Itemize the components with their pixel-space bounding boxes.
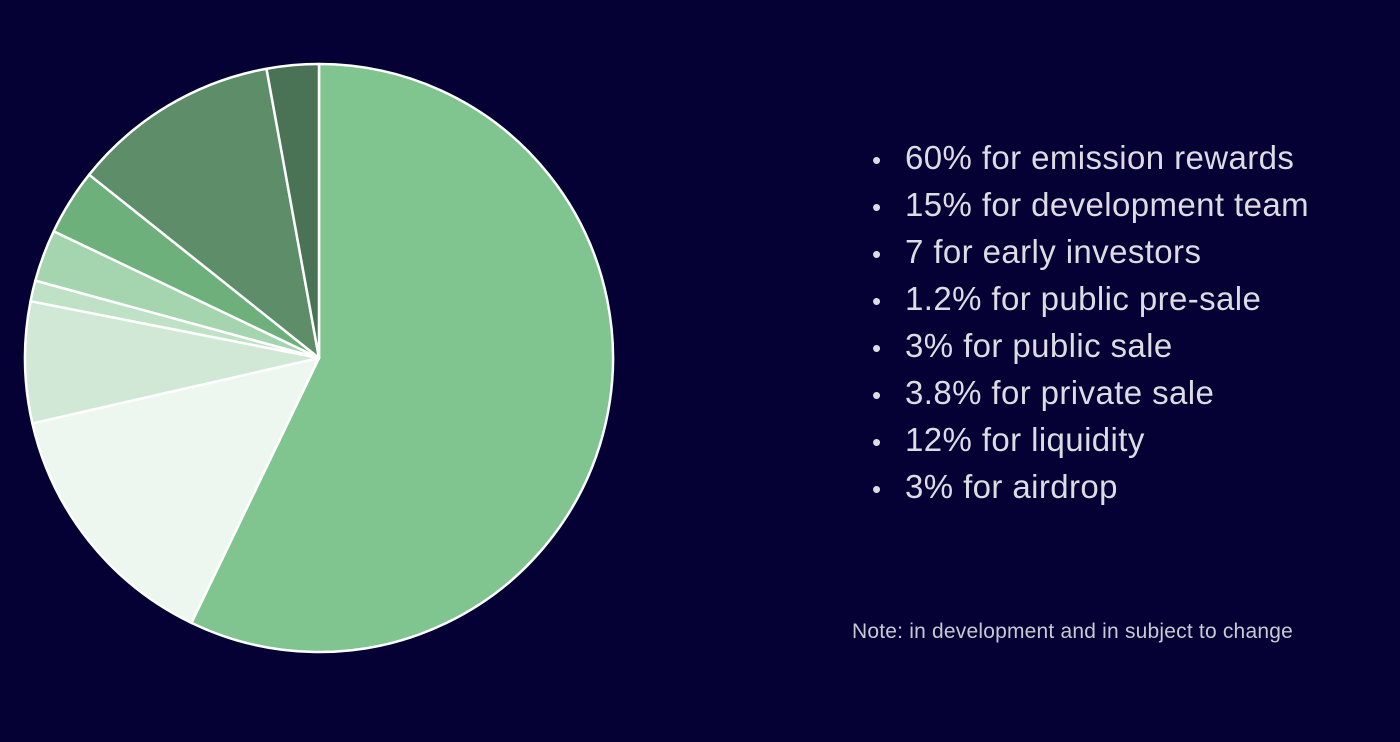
legend-item: • 3.8% for private sale xyxy=(868,369,1309,416)
legend: • 60% for emission rewards • 15% for devel… xyxy=(868,134,1309,510)
legend-item: • 3% for public sale xyxy=(868,322,1309,369)
legend-item-label: 15% for development team xyxy=(905,181,1309,228)
bullet-icon: • xyxy=(868,419,905,466)
bullet-icon: • xyxy=(868,137,905,184)
pie-slices xyxy=(25,64,613,652)
legend-item: • 3% for airdrop xyxy=(868,463,1309,510)
legend-item: • 15% for development team xyxy=(868,181,1309,228)
bullet-icon: • xyxy=(868,231,905,278)
bullet-icon: • xyxy=(868,372,905,419)
legend-item: • 12% for liquidity xyxy=(868,416,1309,463)
bullet-icon: • xyxy=(868,278,905,325)
legend-item-label: 12% for liquidity xyxy=(905,416,1145,463)
legend-item-label: 7 for early investors xyxy=(905,228,1201,275)
bullet-icon: • xyxy=(868,466,905,513)
legend-item-label: 60% for emission rewards xyxy=(905,134,1294,181)
bullet-icon: • xyxy=(868,325,905,372)
legend-item-label: 3.8% for private sale xyxy=(905,369,1214,416)
disclaimer-note: Note: in development and in subject to c… xyxy=(852,620,1293,644)
pie-chart xyxy=(0,0,640,742)
legend-item-label: 1.2% for public pre-sale xyxy=(905,275,1261,322)
legend-item: • 60% for emission rewards xyxy=(868,134,1309,181)
legend-item: • 1.2% for public pre-sale xyxy=(868,275,1309,322)
bullet-icon: • xyxy=(868,184,905,231)
legend-item-label: 3% for public sale xyxy=(905,322,1173,369)
legend-item-label: 3% for airdrop xyxy=(905,463,1118,510)
legend-item: • 7 for early investors xyxy=(868,228,1309,275)
